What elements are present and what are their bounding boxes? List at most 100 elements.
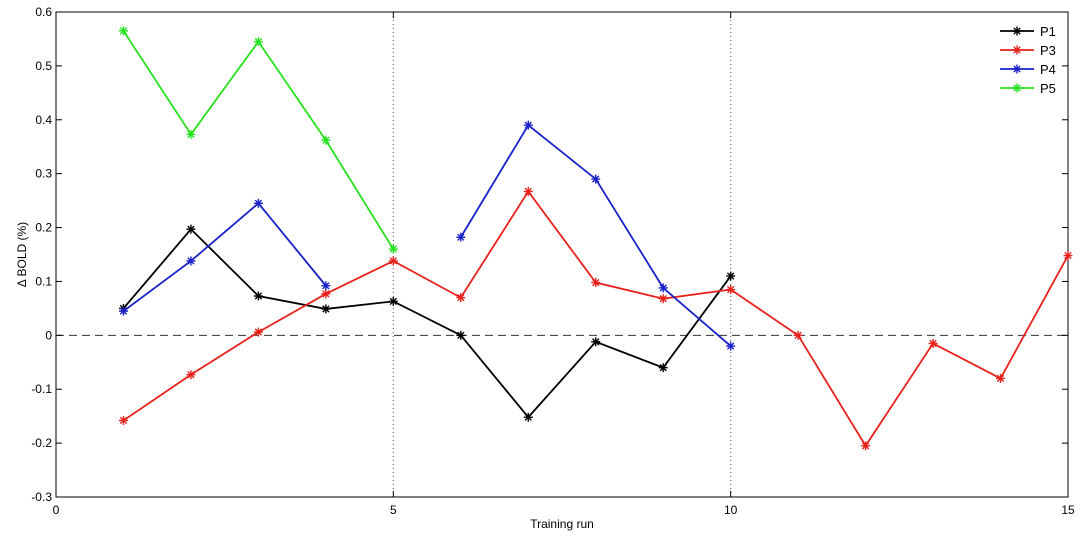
legend-label-p4: P4 [1040,62,1056,77]
data-point-p1 [321,304,331,314]
gridlines [56,12,1068,497]
legend-item-p1: P1 [1000,24,1056,39]
star-stroke [1013,46,1021,54]
y-tick-label: 0.4 [35,113,52,127]
star-stroke [187,130,195,139]
star-stroke [187,370,195,379]
legend-item-p4: P4 [1000,62,1056,77]
y-tick-label: 0 [45,328,52,342]
plot-frame [55,11,1069,498]
data-point-p3 [523,186,533,196]
star-stroke [254,292,263,300]
data-point-p4 [456,232,466,242]
star-stroke [457,331,465,340]
data-point-p4 [726,341,736,351]
x-tick-label: 0 [53,503,60,517]
y-tick-label: 0.5 [35,59,52,73]
y-tick-label: 0.1 [35,274,52,288]
star-stroke [254,328,263,336]
data-point-p5 [253,37,263,47]
data-point-p4 [523,120,533,130]
star-stroke [322,136,330,144]
star-stroke [389,257,398,265]
data-point-p3 [388,256,398,266]
axis-ticks: 0 5 10 15 -0.3 -0.2 -0.1 0 0.1 0.2 0.3 0.4 0.5 0.6 [31,5,1075,517]
star-stroke [1064,251,1072,260]
data-point-p1 [591,337,601,347]
legend-marker [1012,45,1022,55]
y-tick-label: 0.3 [35,167,52,181]
series-p5 [118,26,398,254]
star-stroke [254,199,263,207]
data-point-p1 [186,224,196,234]
data-point-p3 [118,415,128,425]
data-point-p4 [591,174,601,184]
y-tick-label: -0.2 [31,436,52,450]
data-point-p1 [253,291,263,301]
star-stroke [659,363,667,372]
legend-marker [1012,83,1022,93]
star-stroke [726,272,735,280]
star-stroke [524,413,532,421]
x-axis-label: Training run [530,517,594,531]
star-stroke [726,342,735,350]
y-axis-label: Δ BOLD (%) [15,222,29,287]
star-stroke [726,285,735,294]
y-tick-label: 0.2 [35,221,52,235]
star-stroke [457,233,465,241]
star-stroke [119,416,128,425]
data-point-p3 [591,278,601,288]
series-line-p4 [460,123,732,347]
data-point-p3 [253,327,263,337]
star-stroke [524,187,532,196]
data-point-p3 [928,338,938,348]
star-stroke [929,339,937,348]
series-line-p1 [122,227,732,419]
star-stroke [322,282,330,290]
star-stroke [322,290,330,298]
legend: P1 P3 P4 P5 [1000,24,1056,96]
star-stroke [861,442,870,450]
data-point-p4 [186,256,196,266]
data-point-p3 [861,441,871,451]
star-stroke [187,257,195,265]
data-point-p1 [523,412,533,422]
star-stroke [794,331,802,340]
data-point-p4 [253,198,263,208]
data-point-p3 [1063,251,1073,261]
star-stroke [322,305,330,313]
data-point-p1 [388,296,398,306]
star-stroke [1013,27,1021,35]
series-p4 [118,120,736,351]
data-point-p3 [996,373,1006,383]
data-point-p3 [321,289,331,299]
series-line-p3 [122,189,1069,448]
data-point-p1 [726,271,736,281]
data-point-p3 [793,330,803,340]
data-point-p5 [388,244,398,254]
x-tick-label: 5 [390,503,397,517]
legend-label-p5: P5 [1040,81,1056,96]
star-stroke [1013,84,1021,92]
legend-item-p3: P3 [1000,43,1056,58]
star-stroke [1013,65,1021,73]
legend-label-p3: P3 [1040,43,1056,58]
data-point-p1 [658,363,668,373]
legend-marker [1012,64,1022,74]
legend-item-p5: P5 [1000,81,1056,96]
star-stroke [389,245,398,253]
x-tick-label: 10 [724,503,738,517]
data-point-p4 [118,306,128,316]
data-point-p4 [658,283,668,293]
data-point-p3 [186,370,196,380]
star-stroke [659,295,667,303]
data-point-p5 [186,129,196,139]
star-stroke [592,338,600,346]
series-layer [118,26,1073,451]
star-stroke [524,121,532,129]
data-point-p3 [726,285,736,295]
data-point-p4 [321,281,331,291]
star-stroke [996,374,1005,383]
y-tick-label: -0.1 [31,382,52,396]
